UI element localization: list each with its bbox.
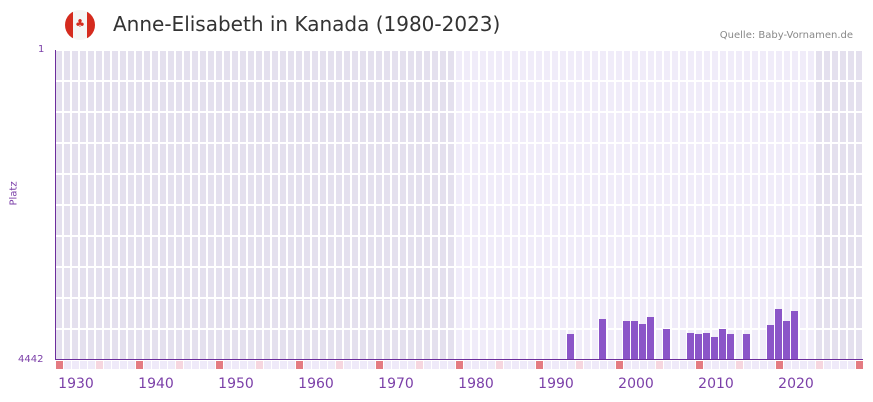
- x-tick-2010: 2010: [698, 376, 734, 392]
- canada-flag-icon: ♣: [65, 10, 95, 40]
- x-tick-1950: 1950: [218, 376, 254, 392]
- x-tick-1980: 1980: [458, 376, 494, 392]
- bar-2017[interactable]: [767, 324, 774, 360]
- bar-1992[interactable]: [567, 333, 574, 360]
- bar-1999[interactable]: [623, 320, 630, 360]
- x-tick-2020: 2020: [778, 376, 814, 392]
- x-tick-1990: 1990: [538, 376, 574, 392]
- bar-2019[interactable]: [783, 320, 790, 360]
- bar-2009[interactable]: [703, 332, 710, 360]
- bar-2018[interactable]: [775, 308, 782, 360]
- source-label: Quelle: Baby-Vornamen.de: [719, 30, 853, 41]
- bar-2008[interactable]: [695, 333, 702, 360]
- y-axis-line: [55, 50, 56, 360]
- x-tick-1940: 1940: [138, 376, 174, 392]
- bar-2002[interactable]: [647, 317, 654, 360]
- bar-2004[interactable]: [663, 328, 670, 360]
- bar-2011[interactable]: [719, 328, 726, 360]
- chart-title: Anne-Elisabeth in Kanada (1980-2023): [113, 12, 501, 36]
- bar-1996[interactable]: [599, 318, 606, 360]
- bar-2012[interactable]: [727, 333, 734, 360]
- x-tick-1930: 1930: [58, 376, 94, 392]
- x-tick-1960: 1960: [298, 376, 334, 392]
- bar-2014[interactable]: [743, 333, 750, 360]
- bar-2007[interactable]: [687, 332, 694, 360]
- y-tick-bottom: 4442: [18, 354, 44, 365]
- bar-2020[interactable]: [791, 310, 798, 360]
- x-tick-2000: 2000: [618, 376, 654, 392]
- bar-2000[interactable]: [631, 320, 638, 360]
- y-tick-top: 1: [38, 44, 45, 55]
- bar-2001[interactable]: [639, 323, 646, 360]
- plot-area: [55, 50, 863, 360]
- y-axis-label: Platz: [8, 181, 20, 206]
- bar-2010[interactable]: [711, 336, 718, 360]
- x-tick-1970: 1970: [378, 376, 414, 392]
- x-axis-line: [55, 359, 863, 360]
